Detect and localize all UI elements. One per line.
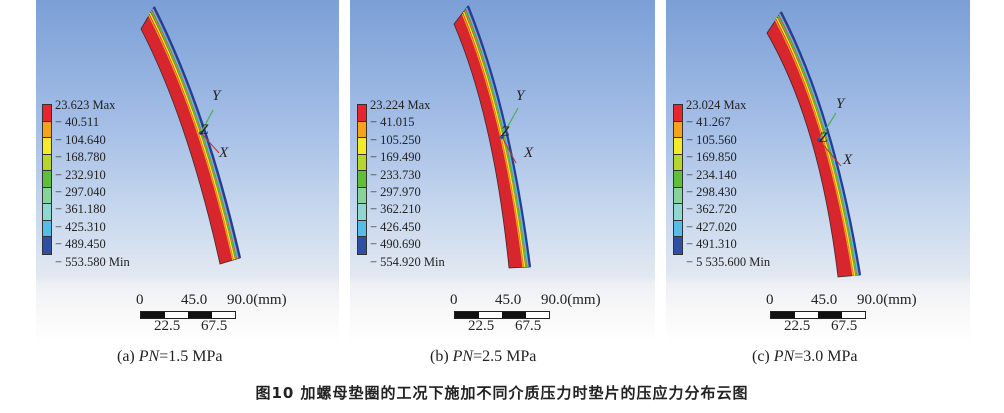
legend-label: − 41.267 [686, 115, 731, 130]
colorbar [357, 104, 367, 255]
axis-label-z: Z [501, 124, 510, 140]
legend-label: − 489.450 [55, 237, 106, 252]
axis-label-z: Z [819, 130, 828, 146]
axis-label-y: Y [516, 88, 525, 104]
legend-label: − 427.020 [686, 219, 737, 234]
legend-label: − 491.310 [686, 237, 737, 252]
legend-label: − 297.970 [370, 185, 421, 199]
legend-label: − 232.910 [55, 167, 106, 182]
subfigure-caption-c: (c) PN=3.0 MPa [752, 348, 858, 365]
gasket-contour-shape [766, 11, 862, 278]
legend-label: − 169.490 [370, 150, 421, 165]
legend-label: − 41.015 [370, 115, 415, 130]
legend-label: − 297.040 [55, 185, 106, 199]
legend-label: − 105.560 [686, 132, 737, 147]
coordinate-triad-icon [817, 112, 842, 167]
contour-panel-c: Y Z X 23.024 Max − 41.267 − 105.560 − 16… [666, 0, 970, 345]
legend-label: − 426.450 [370, 219, 421, 234]
gasket-contour-shape [140, 6, 242, 265]
legend-label: − 554.920 Min [370, 254, 445, 269]
legend-label: − 233.730 [370, 167, 421, 182]
colorbar [673, 104, 683, 255]
contour-panel-a: Y Z X 23.623 Max − 40.511 − 104.640 − 16… [36, 0, 339, 345]
legend-label: 23.224 Max [370, 98, 431, 112]
contour-panel-b: Y Z X 23.224 Max − 41.015 − 105.250 − 16… [350, 0, 655, 345]
axis-label-x: X [524, 145, 534, 161]
legend-label: − 40.511 [55, 115, 100, 130]
axis-label-x: X [843, 152, 853, 168]
figure-title: 图10 加螺母垫圈的工况下施加不同介质压力时垫片的压应力分布云图 [255, 384, 749, 402]
colorbar [42, 104, 52, 255]
legend-label: − 425.310 [55, 219, 106, 234]
legend-label: − 168.780 [55, 150, 106, 165]
legend-label: − 104.640 [55, 132, 106, 147]
subfigure-caption-a: (a) PN=1.5 MPa [117, 348, 223, 365]
legend-label: − 169.850 [686, 150, 737, 165]
legend-label: − 105.250 [370, 132, 421, 147]
legend-label: − 234.140 [686, 167, 737, 182]
legend-label: − 362.720 [686, 202, 737, 217]
axis-label-x: X [219, 145, 229, 161]
legend-label: 23.024 Max [686, 98, 747, 112]
axis-label-z: Z [200, 122, 209, 138]
legend-label: − 553.580 Min [55, 254, 130, 269]
scale-bar-graphic [454, 311, 550, 319]
gasket-contour-shape [453, 5, 532, 269]
axis-label-y: Y [836, 96, 845, 112]
legend-label: − 361.180 [55, 202, 106, 217]
scale-bar-graphic [140, 311, 236, 319]
axis-label-y: Y [212, 88, 221, 104]
scale-bar-graphic [770, 311, 866, 319]
legend-label: 23.623 Max [55, 98, 116, 112]
coordinate-triad-icon [500, 107, 519, 164]
subfigure-caption-b: (b) PN=2.5 MPa [430, 348, 537, 365]
legend-label: − 298.430 [686, 185, 737, 199]
coordinate-triad-icon [199, 109, 220, 154]
legend-label: − 362.210 [370, 202, 421, 217]
legend-label: − 490.690 [370, 237, 421, 252]
legend-label: − 5 535.600 Min [686, 254, 771, 269]
